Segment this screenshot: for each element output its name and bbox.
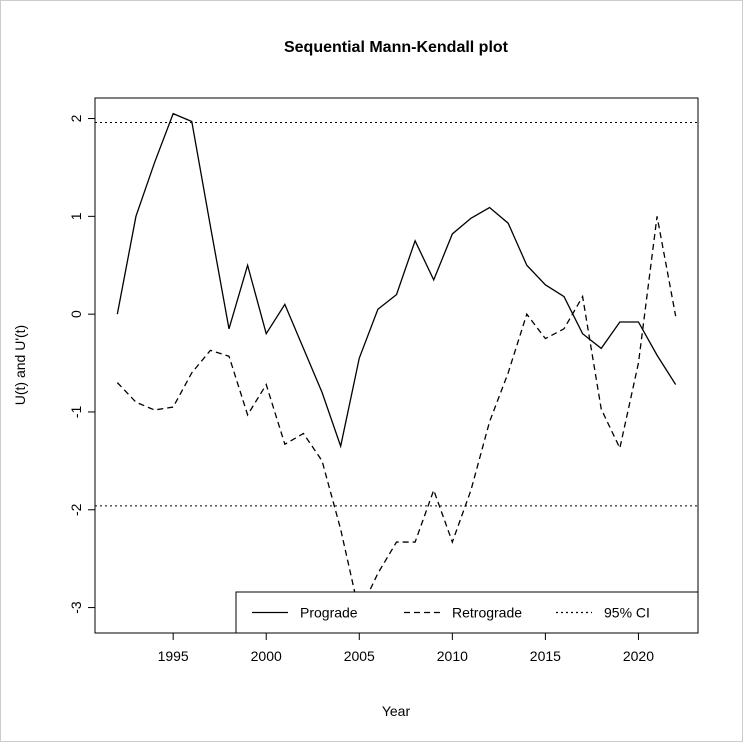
series-line xyxy=(116,216,677,615)
y-tick-label: 0 xyxy=(68,310,84,318)
x-tick-label: 2000 xyxy=(251,648,282,664)
y-tick-label: 2 xyxy=(68,114,84,122)
legend-label: Retrograde xyxy=(452,605,522,621)
legend-label: Prograde xyxy=(300,605,358,621)
x-tick-label: 2010 xyxy=(437,648,468,664)
legend-label: 95% CI xyxy=(604,605,650,621)
legend-box xyxy=(235,591,699,634)
x-tick-label: 1995 xyxy=(158,648,189,664)
y-axis-label: U(t) and U'(t) xyxy=(12,325,28,405)
plot-box xyxy=(94,97,699,634)
chart-title: Sequential Mann-Kendall plot xyxy=(284,39,509,56)
y-tick-label: -3 xyxy=(68,601,84,614)
x-tick-label: 2020 xyxy=(623,648,654,664)
x-tick-label: 2005 xyxy=(344,648,375,664)
series-line xyxy=(116,112,677,449)
y-tick-label: 1 xyxy=(68,212,84,220)
y-tick-label: -2 xyxy=(68,503,84,516)
x-tick-label: 2015 xyxy=(530,648,561,664)
y-tick-label: -1 xyxy=(68,406,84,419)
x-axis-label: Year xyxy=(382,703,411,719)
